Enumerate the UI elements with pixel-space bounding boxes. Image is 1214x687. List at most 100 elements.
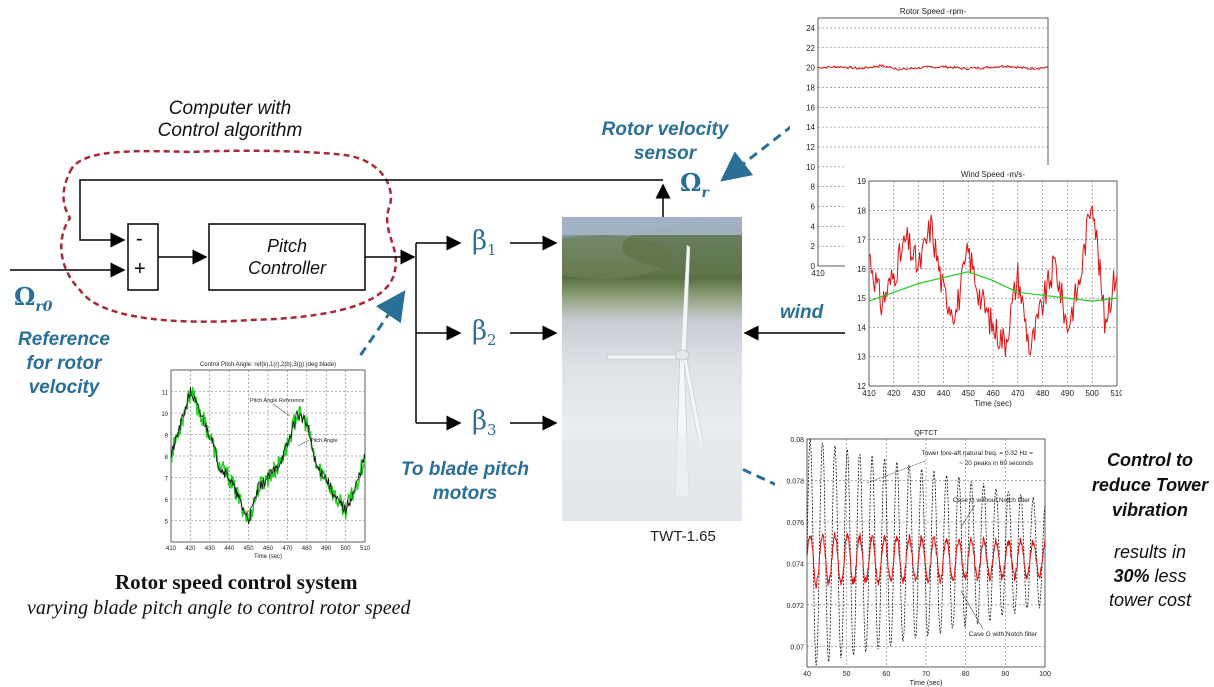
y-tick-label: 24 — [806, 24, 815, 33]
computer-boundary — [60, 149, 398, 323]
annotation-leader — [866, 460, 926, 484]
feedback-line — [79, 179, 663, 248]
y-tick-label: 6 — [811, 202, 816, 211]
x-axis-label: Time (sec) — [910, 680, 943, 687]
wind-speed-plot: 12 13 14 15 16 17 18 19 410 420 430 440 450 460 470 480… — [845, 165, 1122, 410]
y-tick-label: 9 — [165, 434, 169, 440]
y-tick-label: 18 — [806, 83, 815, 92]
x-tick-label: 500 — [1086, 389, 1100, 398]
x-tick-label: 470 — [282, 546, 293, 552]
y-tick-label: 0.074 — [786, 561, 804, 568]
turbine-icon — [562, 217, 742, 521]
y-tick-label: 13 — [857, 353, 866, 362]
y-tick-label: 12 — [806, 143, 815, 152]
x-tick-label: 450 — [962, 389, 976, 398]
pitch-annotation-reference: Pitch Angle Reference — [250, 398, 304, 404]
x-tick-label: 70 — [922, 671, 930, 678]
x-tick-label: 60 — [882, 671, 890, 678]
annotation-leader — [297, 439, 310, 447]
y-tick-label: 12 — [857, 382, 866, 391]
pitch-controller-label: Pitch Controller — [247, 236, 327, 278]
x-tick-label: 90 — [1001, 671, 1009, 678]
sum-plus-sign: + — [134, 258, 146, 280]
x-tick-label: 420 — [185, 546, 196, 552]
wind-label: wind — [780, 302, 824, 323]
results-caption: results in 30% less tower cost — [1108, 542, 1192, 610]
x-tick-label: 80 — [962, 671, 970, 678]
x-tick-label: 410 — [166, 546, 177, 552]
annotation-leader — [960, 504, 976, 528]
y-tick-label: 14 — [806, 123, 815, 132]
x-tick-label: 460 — [986, 389, 1000, 398]
tower-load-plot: 0.07 0.072 0.074 0.076 0.078 0.08 40 50 60 70 80 90… — [775, 425, 1055, 687]
x-tick-label: 420 — [887, 389, 901, 398]
y-tick-label: 20 — [806, 64, 815, 73]
x-tick-label: 510 — [1110, 389, 1122, 398]
x-tick-label: 440 — [224, 546, 235, 552]
sensor-label: Rotor velocity sensor — [601, 119, 729, 164]
y-tick-label: 17 — [857, 236, 866, 245]
system-subtitle: varying blade pitch angle to control rot… — [27, 597, 411, 619]
tower-caption: Control to reduce Tower vibration — [1091, 450, 1209, 520]
x-tick-label: 440 — [937, 389, 951, 398]
y-tick-label: 0.078 — [786, 478, 804, 485]
computer-caption: Computer with Control algorithm — [157, 98, 303, 141]
rotor-speed-line — [817, 63, 1049, 71]
x-tick-label: 510 — [360, 546, 370, 552]
x-tick-label: 430 — [912, 389, 926, 398]
wind-mean-line — [868, 271, 1118, 302]
pitch-controller-box — [208, 223, 366, 291]
y-tick-label: 14 — [857, 323, 866, 332]
y-tick-label: 7 — [165, 477, 169, 483]
tower-load-no-filter-line — [806, 438, 1046, 667]
y-tick-label: 2 — [811, 242, 816, 251]
x-tick-label: 50 — [843, 671, 851, 678]
summing-junction — [127, 223, 159, 291]
y-tick-label: 0.072 — [786, 603, 804, 610]
y-tick-label: 22 — [806, 44, 815, 53]
x-tick-label: 410 — [811, 269, 825, 278]
x-axis-label: Time (sec) — [254, 554, 282, 560]
y-tick-label: 18 — [857, 206, 866, 215]
plot-title: Wind Speed -m/s- — [961, 170, 1025, 179]
x-tick-label: 490 — [1061, 389, 1075, 398]
x-tick-label: 430 — [205, 546, 216, 552]
y-tick-label: 19 — [857, 177, 866, 186]
y-tick-label: 0 — [811, 262, 816, 271]
beta-3-symbol: β3 — [472, 406, 497, 440]
omega-r0-symbol: Ωr0 — [14, 282, 53, 315]
y-tick-label: 4 — [811, 222, 816, 231]
system-title: Rotor speed control system — [115, 570, 358, 594]
y-tick-label: 0.07 — [790, 644, 804, 651]
beta-2-symbol: β2 — [472, 316, 497, 350]
blade-motors-label: To blade pitch motors — [400, 459, 530, 504]
plot-title: Rotor Speed -rpm- — [900, 7, 967, 16]
tower-load-notch-filter-line — [806, 532, 1046, 590]
x-tick-label: 410 — [862, 389, 876, 398]
x-tick-label: 460 — [263, 546, 274, 552]
y-tick-label: 8 — [811, 183, 816, 192]
x-tick-label: 490 — [321, 546, 332, 552]
annotation-leader — [272, 403, 291, 417]
x-tick-label: 450 — [244, 546, 255, 552]
x-tick-label: 470 — [1011, 389, 1025, 398]
plot-title: QFTCT — [914, 430, 938, 437]
qf-annotation-frequency: Tower fore-aft natural freq. = 0.32 Hz = — [921, 450, 1033, 457]
y-tick-label: 15 — [857, 294, 866, 303]
y-tick-label: 10 — [806, 163, 815, 172]
y-tick-label: 6 — [165, 498, 169, 504]
x-tick-label: 500 — [341, 546, 352, 552]
qf-annotation-without-filter: Case G without Notch filter — [953, 497, 1031, 504]
pitch-angle-plot: 5 6 7 8 9 10 11 410 420 430 440 450 460 470 480 490 500 5… — [155, 358, 370, 563]
y-tick-label: 10 — [161, 412, 168, 418]
x-tick-label: 480 — [302, 546, 313, 552]
y-tick-label: 16 — [857, 265, 866, 274]
wind-speed-line — [868, 204, 1118, 357]
x-tick-label: 480 — [1036, 389, 1050, 398]
y-tick-label: 5 — [165, 520, 169, 526]
turbine-caption: TWT-1.65 — [650, 528, 716, 545]
omega-r-symbol: Ωr — [680, 168, 709, 201]
qf-annotation-peaks: ~ 20 peaks in 60 seconds — [959, 460, 1034, 467]
beta-1-symbol: β1 — [472, 226, 497, 260]
x-tick-label: 40 — [803, 671, 811, 678]
